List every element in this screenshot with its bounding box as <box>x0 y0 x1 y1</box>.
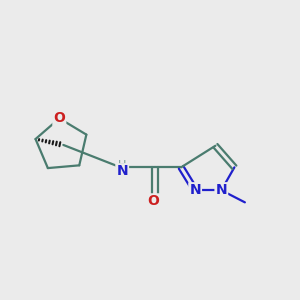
Text: O: O <box>147 194 159 208</box>
Text: H: H <box>118 160 126 170</box>
Text: N: N <box>189 183 201 197</box>
Text: O: O <box>53 111 65 125</box>
Text: N: N <box>116 164 128 178</box>
Text: N: N <box>215 183 227 197</box>
